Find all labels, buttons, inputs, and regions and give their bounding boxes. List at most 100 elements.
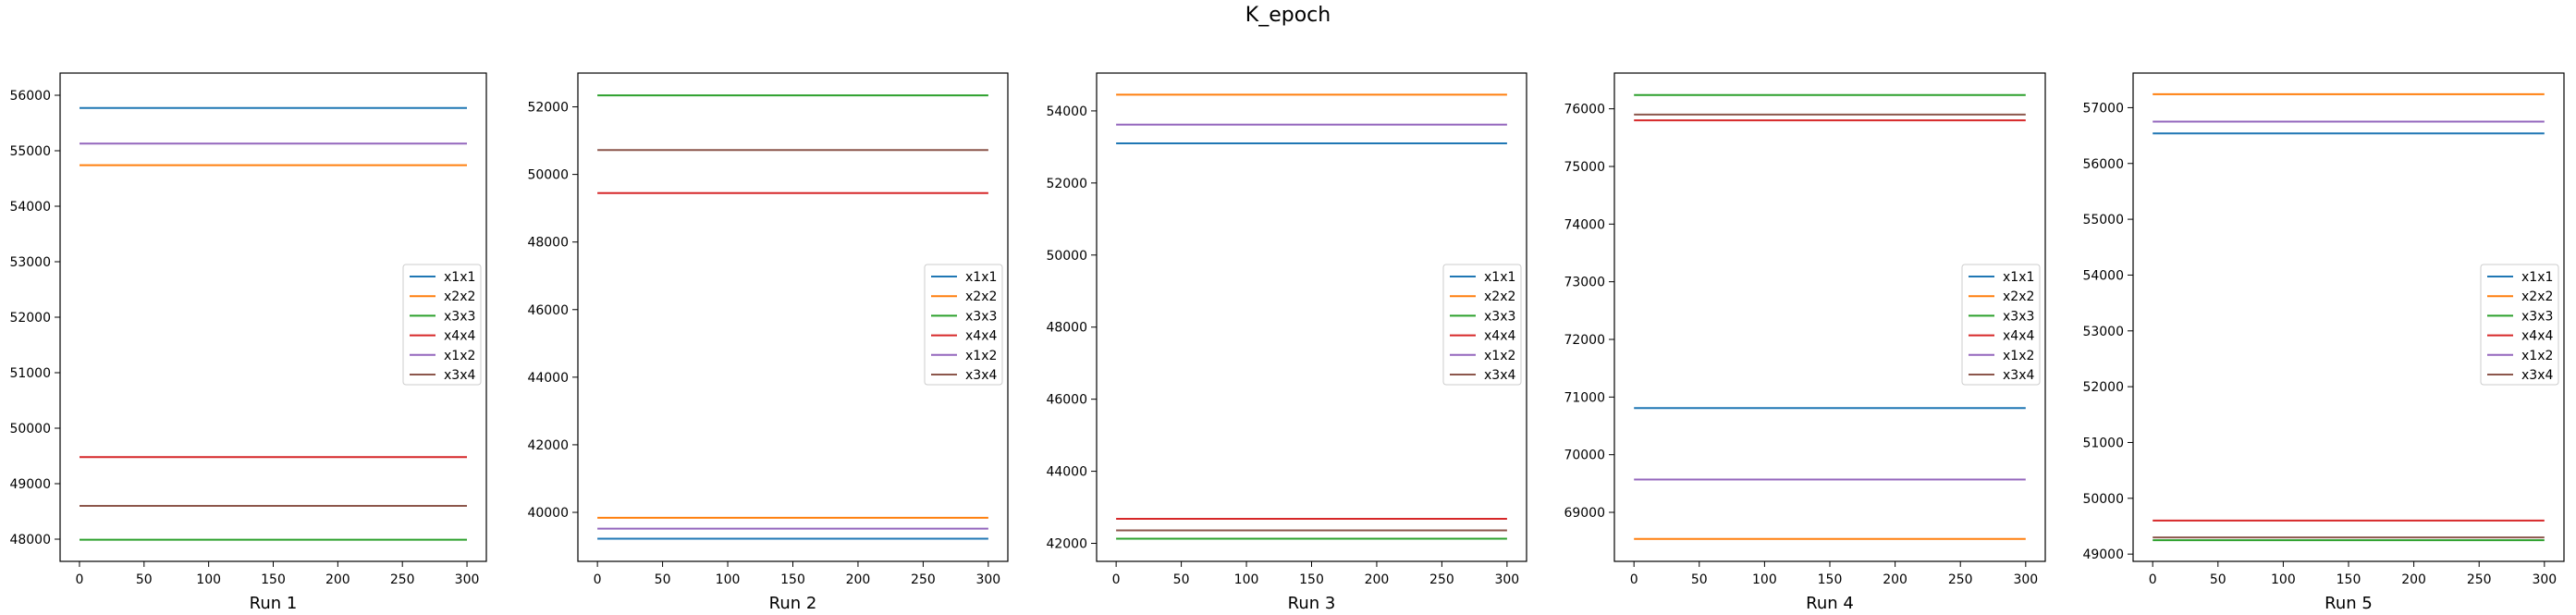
- x-tick-label: 100: [2271, 572, 2296, 587]
- legend: x1x1 x2x2 x3x3 x4x4 x1x2 x3x4: [2480, 264, 2559, 386]
- x-tick-label: 200: [1365, 572, 1390, 587]
- legend-label: x3x4: [444, 368, 475, 383]
- legend-label: x2x2: [2521, 289, 2553, 304]
- x-tick-label: 200: [325, 572, 350, 587]
- legend-label: x4x4: [1484, 329, 1515, 344]
- x-tick-label: 50: [655, 572, 671, 587]
- x-tick-label: 200: [846, 572, 871, 587]
- y-tick-label: 55000: [2082, 213, 2124, 228]
- y-tick-label: 49000: [9, 477, 51, 492]
- y-tick-label: 55000: [9, 144, 51, 159]
- x-tick-label: 0: [594, 572, 602, 587]
- legend-label: x1x2: [965, 349, 997, 363]
- x-tick-label: 0: [1112, 572, 1121, 587]
- y-tick-label: 56000: [2082, 157, 2124, 172]
- legend-label: x2x2: [965, 289, 997, 304]
- y-tick-label: 46000: [1046, 393, 1087, 408]
- legend-label: x3x3: [2521, 309, 2553, 324]
- legend-label: x3x3: [2003, 309, 2034, 324]
- y-tick-label: 44000: [527, 371, 569, 386]
- legend-label: x3x3: [444, 309, 475, 324]
- y-tick-label: 56000: [9, 89, 51, 104]
- legend-label: x3x4: [1484, 368, 1515, 383]
- y-tick-label: 74000: [1564, 217, 1605, 232]
- y-tick-label: 70000: [1564, 449, 1605, 463]
- x-tick-label: 150: [1299, 572, 1324, 587]
- x-tick-label: 250: [1429, 572, 1454, 587]
- y-tick-label: 54000: [2082, 268, 2124, 283]
- x-axis-label: Run 2: [769, 594, 817, 613]
- x-tick-label: 200: [1883, 572, 1907, 587]
- legend-label: x1x1: [2003, 270, 2034, 285]
- legend-label: x2x2: [1484, 289, 1515, 304]
- y-tick-label: 71000: [1564, 390, 1605, 405]
- legend-label: x2x2: [444, 289, 475, 304]
- legend: x1x1 x2x2 x3x3 x4x4 x1x2 x3x4: [1442, 264, 1522, 386]
- legend-label: x1x1: [2521, 270, 2553, 285]
- y-tick-label: 48000: [9, 533, 51, 547]
- legend-label: x1x1: [965, 270, 997, 285]
- y-tick-label: 51000: [9, 366, 51, 381]
- x-axis-label: Run 5: [2325, 594, 2373, 613]
- y-tick-label: 44000: [1046, 465, 1087, 480]
- y-tick-label: 52000: [9, 311, 51, 326]
- x-tick-label: 150: [780, 572, 805, 587]
- y-tick-label: 48000: [1046, 321, 1087, 336]
- x-tick-label: 300: [455, 572, 480, 587]
- legend: x1x1 x2x2 x3x3 x4x4 x1x2 x3x4: [402, 264, 482, 386]
- x-tick-label: 100: [1752, 572, 1777, 587]
- x-tick-label: 50: [1173, 572, 1190, 587]
- legend: x1x1 x2x2 x3x3 x4x4 x1x2 x3x4: [924, 264, 1003, 386]
- x-tick-label: 150: [1818, 572, 1843, 587]
- legend-label: x3x4: [2521, 368, 2553, 383]
- y-tick-label: 54000: [1046, 105, 1087, 119]
- legend-label: x1x1: [1484, 270, 1515, 285]
- y-tick-label: 69000: [1564, 506, 1605, 521]
- y-tick-label: 50000: [2082, 492, 2124, 507]
- y-tick-label: 52000: [527, 101, 569, 116]
- legend-label: x4x4: [965, 329, 997, 344]
- y-tick-label: 46000: [527, 303, 569, 318]
- y-tick-label: 52000: [2082, 380, 2124, 395]
- y-tick-label: 49000: [2082, 547, 2124, 562]
- legend-label: x1x2: [1484, 349, 1515, 363]
- y-tick-label: 40000: [527, 506, 569, 521]
- x-tick-label: 100: [196, 572, 221, 587]
- figure-title: K_epoch: [1245, 4, 1331, 27]
- y-tick-label: 53000: [9, 255, 51, 270]
- x-axis-label: Run 1: [250, 594, 298, 613]
- y-tick-label: 73000: [1564, 276, 1605, 290]
- x-tick-label: 100: [1234, 572, 1259, 587]
- y-tick-label: 42000: [1046, 537, 1087, 552]
- legend-label: x2x2: [2003, 289, 2034, 304]
- legend-label: x1x2: [444, 349, 475, 363]
- legend: x1x1 x2x2 x3x3 x4x4 x1x2 x3x4: [1961, 264, 2041, 386]
- legend-label: x3x3: [965, 309, 997, 324]
- x-tick-label: 50: [1691, 572, 1708, 587]
- y-tick-label: 50000: [9, 422, 51, 437]
- y-tick-label: 50000: [527, 168, 569, 183]
- y-tick-label: 72000: [1564, 333, 1605, 348]
- x-tick-label: 300: [975, 572, 1000, 587]
- legend-label: x3x4: [2003, 368, 2034, 383]
- legend-label: x4x4: [2003, 329, 2034, 344]
- y-tick-label: 42000: [527, 438, 569, 453]
- x-tick-label: 250: [1948, 572, 1973, 587]
- x-tick-label: 0: [2149, 572, 2157, 587]
- x-axis-label: Run 4: [1806, 594, 1854, 613]
- legend-label: x3x3: [1484, 309, 1515, 324]
- x-tick-label: 250: [2467, 572, 2492, 587]
- subplot-4: 0 50 100 150 200 250 300 69000 70000 71000 72000 73…: [1564, 72, 2046, 613]
- x-tick-label: 50: [2210, 572, 2226, 587]
- subplot-5: 0 50 100 150 200 250 300 49000 50000 51000 52000 53…: [2082, 72, 2565, 613]
- y-tick-label: 48000: [527, 236, 569, 251]
- x-tick-label: 100: [716, 572, 741, 587]
- x-tick-label: 0: [75, 572, 83, 587]
- x-tick-label: 300: [2532, 572, 2557, 587]
- x-tick-label: 50: [136, 572, 153, 587]
- y-tick-label: 53000: [2082, 325, 2124, 339]
- x-tick-label: 150: [261, 572, 286, 587]
- legend-label: x1x2: [2003, 349, 2034, 363]
- x-tick-label: 150: [2337, 572, 2361, 587]
